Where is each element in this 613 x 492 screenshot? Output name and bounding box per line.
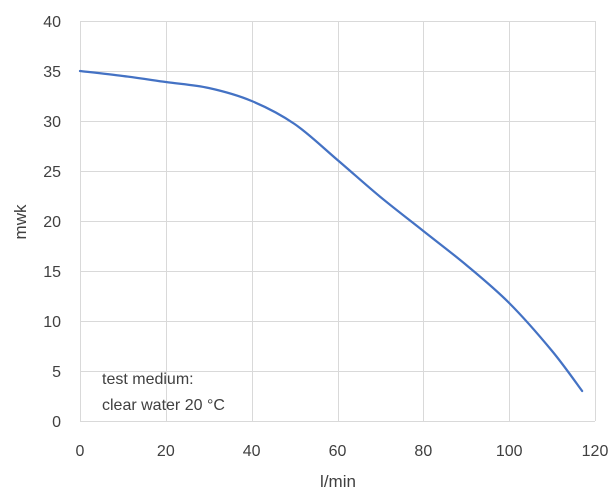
- annotation-line-1: test medium:: [102, 371, 194, 388]
- x-axis-label: l/min: [320, 472, 356, 491]
- grid: [80, 21, 596, 422]
- annotation-line-2: clear water 20 °C: [102, 397, 225, 414]
- x-tick-label: 60: [329, 443, 347, 460]
- x-tick-label: 20: [157, 443, 175, 460]
- x-tick-label: 0: [76, 443, 85, 460]
- y-tick-label: 30: [43, 114, 61, 131]
- series: [78, 69, 584, 393]
- y-tick-label: 5: [52, 364, 61, 381]
- y-tick-label: 0: [52, 414, 61, 431]
- y-tick-label: 35: [43, 64, 61, 81]
- y-tick-label: 40: [43, 14, 61, 31]
- y-tick-label: 20: [43, 214, 61, 231]
- x-tick-label: 120: [582, 443, 609, 460]
- series-line: [78, 69, 584, 393]
- x-tick-label: 40: [243, 443, 261, 460]
- x-tick-label: 80: [414, 443, 432, 460]
- y-axis-label: mwk: [11, 204, 30, 239]
- x-tick-label: 100: [496, 443, 523, 460]
- y-tick-label: 25: [43, 164, 61, 181]
- y-tick-label: 10: [43, 314, 61, 331]
- y-tick-label: 15: [43, 264, 61, 281]
- tick-labels: 0 5 10 15 20 25 30 35 40 0 20 40 60 80 100 120: [43, 14, 608, 460]
